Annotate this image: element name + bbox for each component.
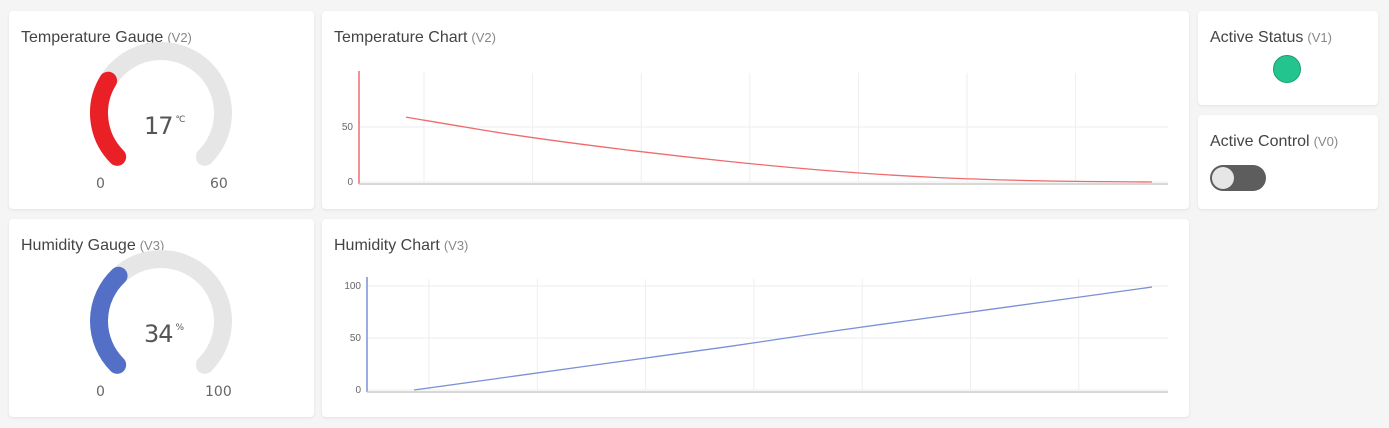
humidity-gauge-pin: (V3) bbox=[139, 238, 165, 253]
humidity-chart-title-text: Humidity Chart bbox=[334, 237, 440, 254]
temperature-gauge-max: 60 bbox=[210, 176, 228, 192]
active-control-card: Active Control (V0) bbox=[1198, 115, 1378, 209]
temperature-chart-ytick-label: 50 bbox=[342, 122, 354, 133]
active-status-title-text: Active Status bbox=[1210, 29, 1304, 46]
humidity-gauge-unit: % bbox=[175, 323, 185, 333]
temperature-gauge-card: Temperature Gauge (V2) 17 °C 0 60 bbox=[9, 11, 314, 209]
temperature-chart-pin: (V2) bbox=[471, 30, 496, 45]
humidity-chart-ytick-label: 100 bbox=[344, 281, 361, 292]
humidity-chart-ytick-label: 50 bbox=[350, 333, 362, 344]
temperature-gauge-readout: 17 °C bbox=[144, 112, 186, 140]
temperature-gauge bbox=[90, 42, 232, 166]
temperature-gauge-title: Temperature Gauge (V2) bbox=[21, 29, 192, 47]
active-control-switch[interactable] bbox=[1210, 165, 1266, 191]
humidity-gauge-title-text: Humidity Gauge bbox=[21, 237, 136, 254]
humidity-gauge-fill bbox=[90, 266, 128, 374]
humidity-chart-pin: (V3) bbox=[443, 238, 469, 253]
temperature-gauge-value: 17 bbox=[144, 112, 174, 140]
humidity-gauge-min: 0 bbox=[96, 384, 105, 400]
humidity-gauge-card: Humidity Gauge (V3) 34% 0 100 bbox=[9, 219, 314, 417]
humidity-gauge-title: Humidity Gauge (V3) bbox=[21, 237, 164, 255]
active-control-pin: (V0) bbox=[1313, 134, 1339, 149]
temperature-gauge-title-text: Temperature Gauge bbox=[21, 29, 164, 46]
humidity-chart-series-line bbox=[413, 286, 1153, 391]
active-status-pin: (V1) bbox=[1307, 30, 1332, 45]
temperature-gauge-min: 0 bbox=[96, 176, 105, 192]
status-led-icon bbox=[1273, 55, 1301, 83]
temperature-chart-ytick-label: 0 bbox=[347, 177, 353, 188]
temperature-gauge-fill bbox=[90, 71, 127, 166]
temperature-chart-series-line bbox=[405, 116, 1153, 183]
humidity-gauge-readout: 34% bbox=[144, 320, 185, 348]
active-status-title: Active Status (V1) bbox=[1210, 29, 1332, 47]
temperature-chart-title-text: Temperature Chart bbox=[334, 29, 468, 46]
humidity-chart-title: Humidity Chart (V3) bbox=[334, 237, 468, 255]
switch-knob bbox=[1212, 167, 1234, 189]
active-control-title: Active Control (V0) bbox=[1210, 133, 1338, 151]
active-control-title-text: Active Control bbox=[1210, 133, 1310, 150]
humidity-chart-card: Humidity Chart (V3) 0 50 100 bbox=[322, 219, 1189, 417]
humidity-chart-ytick-label: 0 bbox=[355, 385, 361, 396]
temperature-gauge-track bbox=[90, 42, 232, 166]
humidity-gauge bbox=[90, 250, 232, 374]
temperature-gauge-unit: °C bbox=[175, 115, 186, 125]
temperature-chart-card: Temperature Chart (V2) 0 50 bbox=[322, 11, 1189, 209]
humidity-gauge-value: 34 bbox=[144, 320, 174, 348]
active-status-card: Active Status (V1) bbox=[1198, 11, 1378, 105]
temperature-chart: 0 50 bbox=[342, 71, 1168, 188]
temperature-gauge-pin: (V2) bbox=[167, 30, 192, 45]
temperature-chart-title: Temperature Chart (V2) bbox=[334, 29, 496, 47]
humidity-gauge-max: 100 bbox=[205, 384, 232, 400]
humidity-chart: 0 50 100 bbox=[344, 277, 1168, 396]
